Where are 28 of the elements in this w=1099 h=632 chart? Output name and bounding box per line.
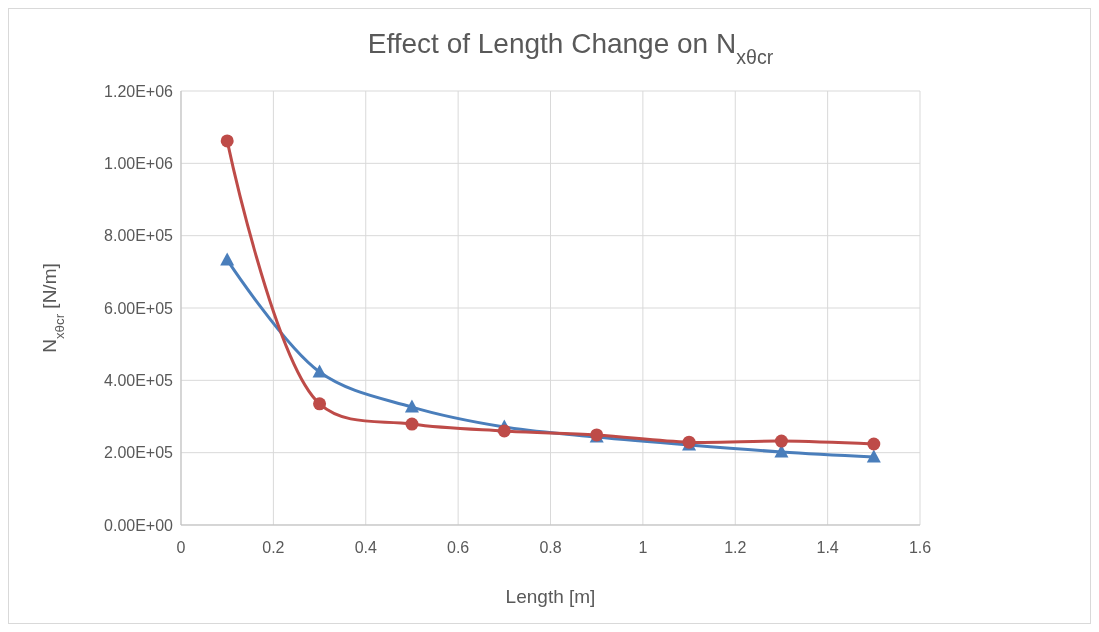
x-tick-label: 1.4 [816, 539, 839, 556]
point [866, 449, 881, 463]
y-tick-label: 2.00E+05 [104, 444, 174, 462]
y-tick-label: 1.00E+06 [104, 154, 174, 172]
x-tick-label: 0.4 [354, 539, 377, 556]
point [313, 397, 327, 411]
x-tick-label: 0 [176, 539, 186, 556]
point [404, 399, 419, 413]
point [312, 364, 327, 378]
x-tick-label: 1 [638, 539, 648, 556]
y-tick-label: 4.00E+05 [104, 371, 174, 389]
y-tick-label: 1.20E+06 [104, 82, 174, 100]
point [774, 434, 788, 448]
x-axis-title: Length [m] [505, 586, 596, 607]
y-tick-label: 0.00E+00 [104, 516, 174, 534]
y-tick-label: 6.00E+05 [104, 299, 174, 317]
x-tick-label: 0.6 [447, 539, 470, 556]
point [220, 252, 235, 266]
x-tick-label: 1.2 [724, 539, 747, 556]
chart-title: Effect of Length Change on N$_{xθcr}$ [367, 28, 774, 68]
x-tick-label: 1.6 [908, 539, 932, 556]
x-tick-label: 0.8 [539, 539, 562, 556]
point [867, 437, 881, 451]
point [220, 134, 234, 148]
y-tick-label: 8.00E+05 [104, 227, 174, 245]
x-tick-label: 0.2 [262, 539, 285, 556]
point [405, 417, 419, 431]
point [497, 424, 511, 438]
